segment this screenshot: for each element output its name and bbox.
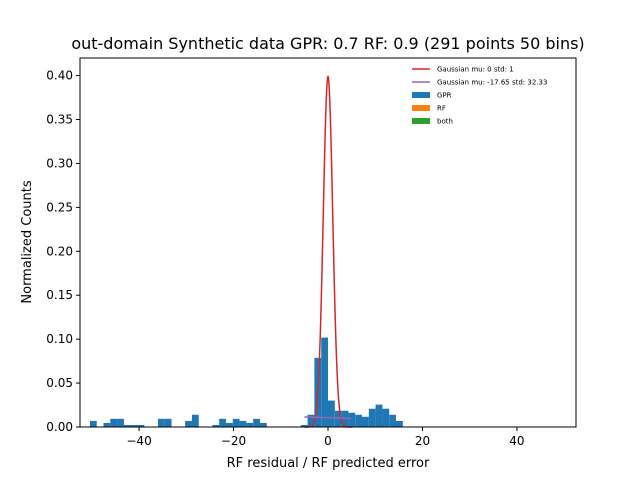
bar-gpr-10 — [157, 418, 165, 427]
x-tick-label: 0 — [324, 434, 332, 448]
bar-gpr-20 — [225, 422, 233, 427]
x-tick-label: −20 — [221, 434, 246, 448]
bar-gpr-40 — [362, 416, 369, 427]
bar-gpr-25 — [259, 422, 267, 427]
bar-gpr-4 — [117, 418, 124, 427]
y-tick-label: 0.25 — [46, 200, 73, 214]
bar-gpr-34 — [321, 337, 328, 427]
y-tick-label: 0.40 — [46, 69, 73, 83]
bar-gpr-19 — [219, 418, 226, 427]
legend-patch-swatch — [412, 118, 430, 124]
bar-gpr-18 — [212, 424, 220, 427]
x-axis-label: RF residual / RF predicted error — [227, 456, 430, 471]
y-axis: 0.00 0.05 0.10 0.15 0.20 0.25 0.30 0.35 0.40 — [46, 69, 80, 434]
gaussian-line-0 — [304, 74, 352, 428]
y-tick-label: 0.00 — [46, 420, 73, 434]
gaussian-line-1 — [304, 416, 352, 420]
plot-area — [89, 74, 403, 428]
bar-gpr-24 — [253, 418, 260, 427]
x-tick-label: −40 — [126, 434, 151, 448]
y-tick-label: 0.05 — [46, 376, 73, 390]
bar-gpr-45 — [396, 420, 403, 427]
y-tick-label: 0.10 — [46, 332, 73, 346]
bar-gpr-7 — [137, 424, 145, 427]
legend-label: GPR — [437, 92, 452, 100]
legend-label: Gaussian mu: -17.65 std: 32.33 — [437, 79, 547, 87]
bar-gpr-3 — [110, 418, 118, 427]
bar-gpr-39 — [355, 414, 363, 427]
bar-gpr-23 — [246, 422, 254, 427]
bar-gpr-22 — [239, 420, 247, 427]
chart-title: out-domain Synthetic data GPR: 0.7 RF: 0… — [71, 34, 584, 53]
bar-gpr-11 — [164, 418, 172, 427]
y-tick-label: 0.15 — [46, 288, 73, 302]
legend-label: RF — [437, 105, 446, 113]
bar-gpr-35 — [328, 400, 335, 427]
legend-patch-swatch — [412, 105, 430, 111]
y-tick-label: 0.30 — [46, 156, 73, 170]
bar-gpr-14 — [185, 420, 192, 427]
y-axis-label: Normalized Counts — [20, 180, 35, 303]
bar-gpr-5 — [123, 424, 131, 427]
x-axis: −40 −20 0 20 40 — [126, 427, 525, 448]
legend: Gaussian mu: 0 std: 1 Gaussian mu: -17.65… — [412, 66, 547, 126]
bar-gpr-2 — [103, 422, 111, 427]
legend-patch-swatch — [412, 92, 430, 98]
bar-gpr-6 — [130, 424, 138, 427]
bar-gpr-44 — [389, 414, 397, 427]
bar-gpr-32 — [307, 414, 315, 427]
legend-label: both — [437, 118, 453, 126]
legend-label: Gaussian mu: 0 std: 1 — [437, 66, 514, 74]
x-tick-label: 40 — [509, 434, 524, 448]
bar-gpr-36 — [334, 410, 342, 427]
bar-gpr-42 — [375, 404, 383, 427]
bar-gpr-15 — [191, 414, 199, 427]
bar-gpr-21 — [232, 418, 240, 427]
bar-gpr-31 — [300, 424, 308, 427]
bar-gpr-41 — [368, 408, 376, 427]
bar-gpr-38 — [348, 412, 356, 427]
bar-gpr-43 — [382, 408, 390, 427]
bar-gpr-0 — [89, 420, 97, 427]
y-tick-label: 0.35 — [46, 113, 73, 127]
y-tick-label: 0.20 — [46, 244, 73, 258]
x-tick-label: 20 — [415, 434, 430, 448]
